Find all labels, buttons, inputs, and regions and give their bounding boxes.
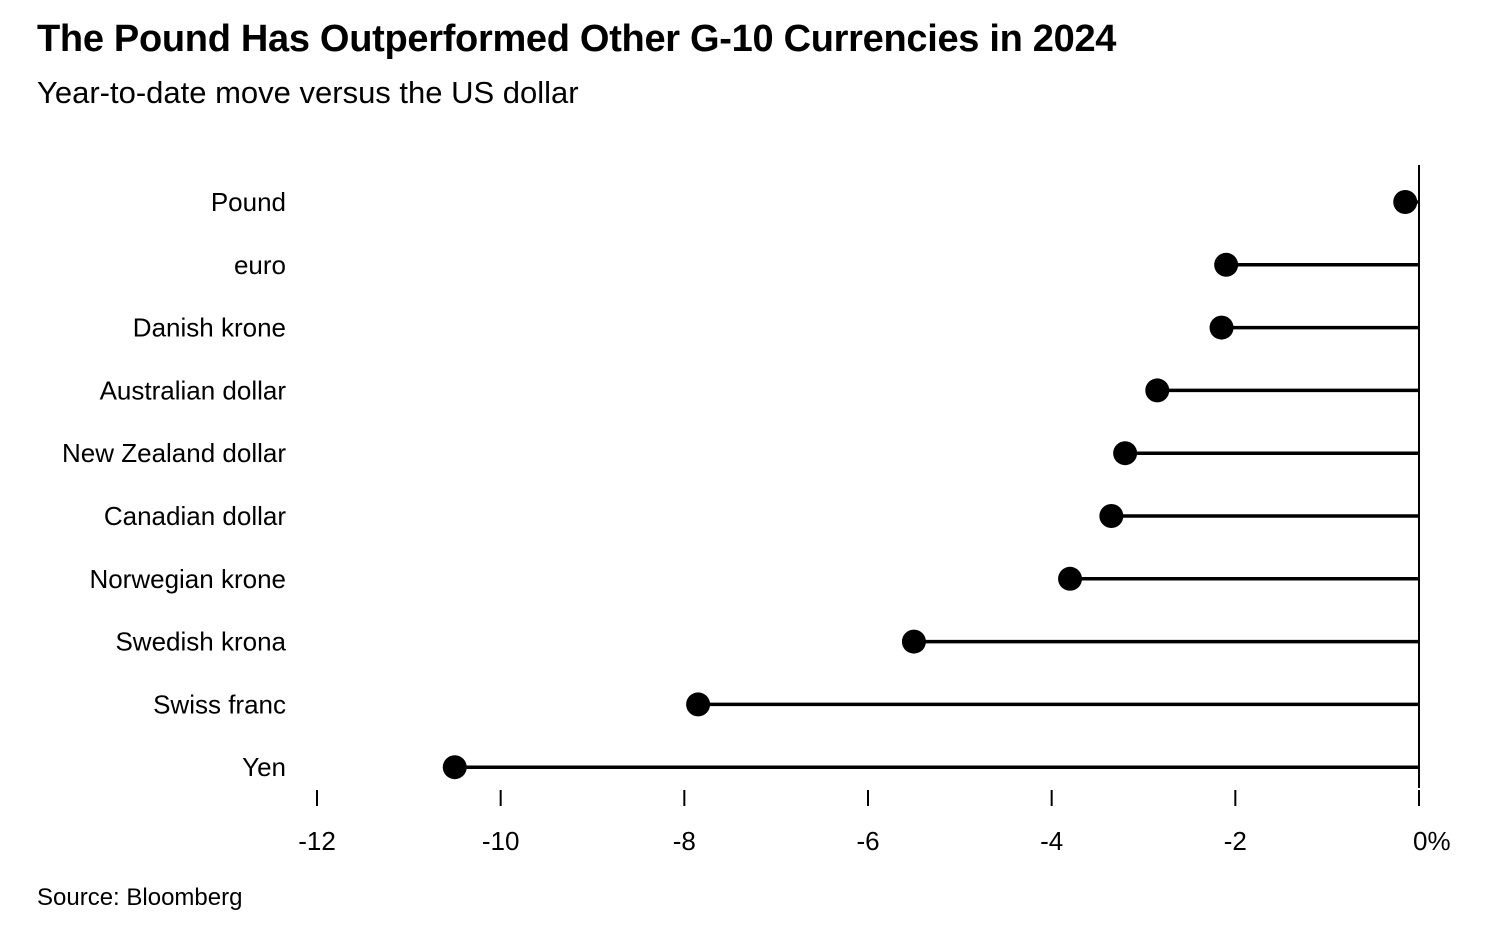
category-label-australian-dollar: Australian dollar xyxy=(100,375,287,405)
stems-group xyxy=(454,200,1419,769)
marker-norwegian-krone xyxy=(1058,566,1083,591)
chart-title: The Pound Has Outperformed Other G-10 Cu… xyxy=(37,18,1117,60)
marker-canadian-dollar xyxy=(1099,504,1124,528)
category-label-danish-krone: Danish krone xyxy=(133,313,286,343)
marker-pound xyxy=(1393,190,1418,214)
x-tick-label: -4 xyxy=(1040,826,1063,856)
x-tick-label: -6 xyxy=(856,826,879,856)
marker-swiss-franc xyxy=(686,692,711,717)
marker-australian-dollar xyxy=(1145,378,1170,403)
category-label-swedish-krona: Swedish krona xyxy=(115,627,286,657)
x-tick-label: -8 xyxy=(673,826,696,856)
x-tick-label: -12 xyxy=(298,826,336,856)
markers-group xyxy=(442,190,1418,780)
category-label-pound: Pound xyxy=(211,187,286,217)
x-tick-label: 0% xyxy=(1413,826,1451,856)
x-tick-label: -2 xyxy=(1224,826,1247,856)
x-tick-label: -10 xyxy=(482,826,520,856)
category-label-swiss-franc: Swiss franc xyxy=(153,689,286,719)
chart-subtitle: Year-to-date move versus the US dollar xyxy=(37,75,579,110)
category-label-yen: Yen xyxy=(242,752,286,782)
category-label-new-zealand-dollar: New Zealand dollar xyxy=(62,438,286,468)
category-label-euro: euro xyxy=(234,250,286,280)
category-label-canadian-dollar: Canadian dollar xyxy=(104,501,286,531)
marker-swedish-krona xyxy=(901,629,926,654)
marker-yen xyxy=(442,755,467,780)
marker-euro xyxy=(1214,252,1239,277)
x-axis-ticks-group: -12 -10 -8 -6 -4 -2 0% xyxy=(298,790,1451,856)
category-labels-group: Pound euro Danish krone Australian dollar Ne… xyxy=(62,187,287,782)
source-note: Source: Bloomberg xyxy=(37,884,243,911)
marker-danish-krone xyxy=(1209,315,1234,340)
marker-new-zealand-dollar xyxy=(1113,441,1138,466)
category-label-norwegian-krone: Norwegian krone xyxy=(89,564,286,594)
